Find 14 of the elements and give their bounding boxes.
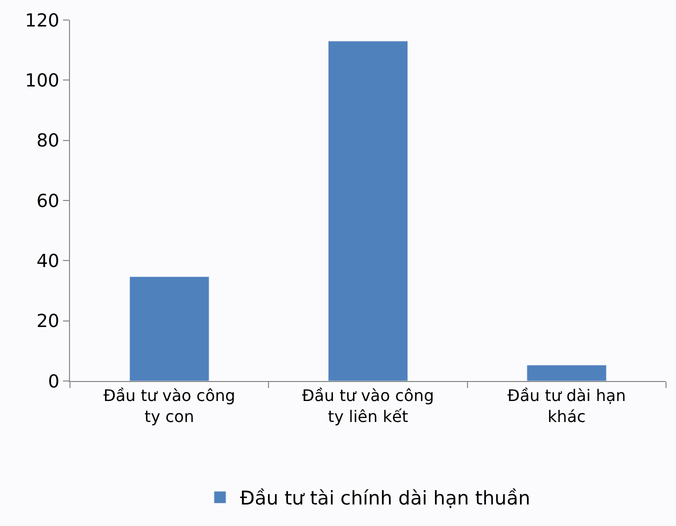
- y-tick-label: 100: [25, 70, 60, 92]
- bar: [328, 40, 408, 381]
- y-tick-label: 20: [36, 311, 60, 332]
- x-tick-label: Đầu tư vào công ty liên kết: [302, 386, 434, 426]
- y-tick-label: 60: [36, 190, 60, 212]
- y-tick-label: 0: [48, 371, 60, 392]
- bar: [526, 364, 607, 381]
- x-tick-label: Đầu tư dài hạn khác: [507, 386, 626, 426]
- bar: [129, 276, 210, 381]
- y-tick-label: 40: [36, 250, 60, 272]
- y-tick-label: 80: [36, 130, 60, 152]
- legend-label: Đầu tư tài chính dài hạn thuần: [240, 488, 530, 510]
- y-tick-label: 120: [25, 10, 60, 32]
- x-tick-label: Đầu tư vào công ty con: [103, 386, 236, 426]
